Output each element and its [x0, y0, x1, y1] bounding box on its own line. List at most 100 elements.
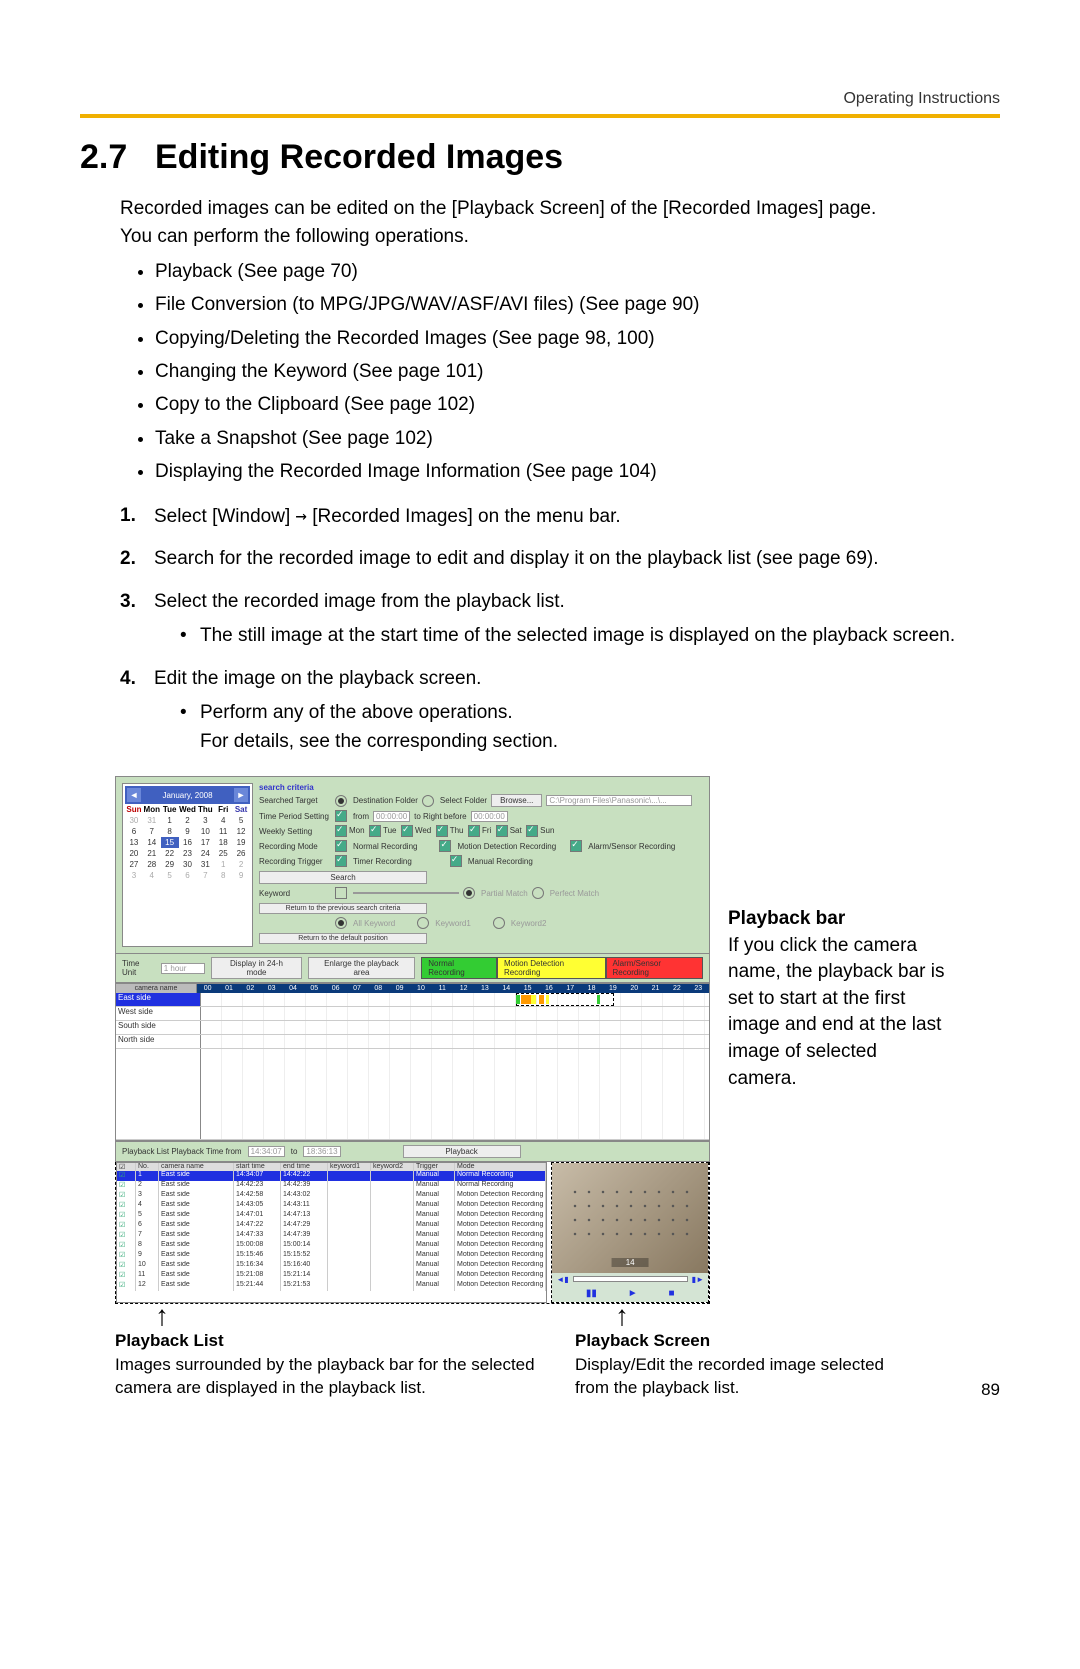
col-check[interactable]: ☑ — [117, 1163, 136, 1171]
radio-dest-folder[interactable] — [335, 795, 347, 807]
operation-item: Copying/Deleting the Recorded Images (Se… — [155, 323, 1000, 354]
table-row[interactable]: ☑12East side15:21:4415:21:53ManualMotion… — [117, 1281, 546, 1291]
operation-item: File Conversion (to MPG/JPG/WAV/ASF/AVI … — [155, 289, 1000, 320]
playback-controls[interactable]: ▮▮ ► ■ — [552, 1285, 708, 1302]
mode-alarm-check[interactable] — [570, 840, 582, 852]
trigger-timer-check[interactable] — [335, 855, 347, 867]
table-row[interactable]: ☑8East side15:00:0815:00:14ManualMotion … — [117, 1241, 546, 1251]
timeline-row[interactable]: West side — [116, 1007, 709, 1021]
return-prev-button[interactable]: Return to the previous search criteria — [259, 903, 427, 914]
page-number: 89 — [981, 1380, 1000, 1400]
time-unit-select[interactable]: 1 hour — [161, 963, 206, 974]
stop-icon[interactable]: ■ — [669, 1288, 675, 1299]
table-row[interactable]: ☑1East side14:34:0714:42:22ManualNormal … — [117, 1171, 546, 1181]
timeline-row[interactable]: South side — [116, 1021, 709, 1035]
cal-title: January, 2008 — [162, 791, 212, 800]
intro-2: You can perform the following operations… — [120, 223, 1000, 251]
arrow-up-icon: ↑ — [615, 1308, 915, 1325]
day-check[interactable] — [468, 825, 480, 837]
day-check[interactable] — [496, 825, 508, 837]
steps: 1.Select [Window] → [Recorded Images] on… — [120, 502, 1000, 757]
col-kw2: keyword2 — [371, 1163, 414, 1171]
playback-screen: 14 ◄▮▮► ▮▮ ► ■ — [551, 1162, 709, 1303]
pb-from[interactable]: 14:34:07 — [248, 1146, 285, 1157]
heading-title: Editing Recorded Images — [155, 138, 563, 176]
keyword-check[interactable] — [335, 887, 347, 899]
legend-alarm: Alarm/Sensor Recording — [606, 957, 703, 979]
table-row[interactable]: ☑11East side15:21:0815:21:14ManualMotion… — [117, 1271, 546, 1281]
play-icon[interactable]: ► — [628, 1288, 638, 1299]
mode-motion-check[interactable] — [439, 840, 451, 852]
day-check[interactable] — [436, 825, 448, 837]
playback-list-label: Playback List Playback Time from — [122, 1147, 242, 1156]
playback-button[interactable]: Playback — [403, 1145, 521, 1158]
day-check[interactable] — [526, 825, 538, 837]
operation-item: Take a Snapshot (See page 102) — [155, 423, 1000, 454]
weekly-label: Weekly Setting — [259, 827, 331, 836]
trigger-manual-check[interactable] — [450, 855, 462, 867]
playback-list: ☑ No. camera name start time end time ke… — [116, 1162, 547, 1303]
search-criteria: search criteria Searched Target Destinat… — [259, 783, 703, 947]
return-default-button[interactable]: Return to the default position — [259, 933, 427, 944]
table-row[interactable]: ☑3East side14:42:5814:43:02ManualMotion … — [117, 1191, 546, 1201]
side-body: If you click the camera name, the playba… — [728, 935, 945, 1089]
operations-list: Playback (See page 70)File Conversion (t… — [120, 256, 1000, 487]
timeline: camera name 0001020304050607080910111213… — [115, 983, 710, 1141]
legend: Normal Recording Motion Detection Record… — [421, 957, 703, 979]
table-row[interactable]: ☑6East side14:47:2214:47:29ManualMotion … — [117, 1221, 546, 1231]
perfect-match-radio[interactable] — [532, 887, 544, 899]
col-no: No. — [136, 1163, 159, 1171]
operation-item: Displaying the Recorded Image Informatio… — [155, 456, 1000, 487]
pb-to[interactable]: 18:36:13 — [303, 1146, 340, 1157]
time-to[interactable]: 00:00:00 — [471, 811, 508, 822]
col-kw1: keyword1 — [328, 1163, 371, 1171]
step: 4.Edit the image on the playback screen.… — [120, 665, 1000, 757]
table-row[interactable]: ☑4East side14:43:0514:43:11ManualMotion … — [117, 1201, 546, 1211]
callout-playback-list: ↑ Playback List Images surrounded by the… — [115, 1308, 535, 1400]
mode-normal-check[interactable] — [335, 840, 347, 852]
table-row[interactable]: ☑10East side15:16:3415:16:40ManualMotion… — [117, 1261, 546, 1271]
search-button[interactable]: Search — [259, 871, 427, 884]
day-check[interactable] — [369, 825, 381, 837]
col-mode: Mode — [455, 1163, 546, 1171]
header-label: Operating Instructions — [80, 90, 1000, 118]
co2-title: Playback Screen — [575, 1331, 710, 1350]
criteria-title: search criteria — [259, 783, 703, 792]
timeline-row[interactable]: North side — [116, 1035, 709, 1049]
day-check[interactable] — [335, 825, 347, 837]
cal-next-icon[interactable]: ► — [234, 788, 248, 802]
browse-button[interactable]: Browse... — [491, 794, 542, 807]
intro-1: Recorded images can be edited on the [Pl… — [120, 195, 1000, 223]
keyword-field[interactable] — [353, 892, 459, 894]
day-check[interactable] — [401, 825, 413, 837]
all-keyword-radio[interactable] — [335, 917, 347, 929]
time-unit-label: Time Unit — [122, 959, 155, 977]
path-field[interactable]: C:\Program Files\Panasonic\...\... — [546, 795, 692, 806]
target-label: Searched Target — [259, 796, 331, 805]
col-camera: camera name — [159, 1163, 234, 1171]
pause-icon[interactable]: ▮▮ — [586, 1288, 597, 1299]
table-row[interactable]: ☑9East side15:15:4615:15:52ManualMotion … — [117, 1251, 546, 1261]
step: 3.Select the recorded image from the pla… — [120, 588, 1000, 651]
operation-item: Playback (See page 70) — [155, 256, 1000, 287]
keyword1-radio[interactable] — [417, 917, 429, 929]
seek-slider[interactable]: ◄▮▮► — [552, 1273, 708, 1285]
display-24h-button[interactable]: Display in 24-h mode — [211, 957, 301, 979]
arrow-up-icon: ↑ — [155, 1308, 535, 1325]
table-row[interactable]: ☑5East side14:47:0114:47:13ManualMotion … — [117, 1211, 546, 1221]
legend-motion: Motion Detection Recording — [497, 957, 606, 979]
keyword2-radio[interactable] — [493, 917, 505, 929]
cal-prev-icon[interactable]: ◄ — [127, 788, 141, 802]
table-row[interactable]: ☑7East side14:47:3314:47:39ManualMotion … — [117, 1231, 546, 1241]
enlarge-button[interactable]: Enlarge the playback area — [308, 957, 416, 979]
radio-select-folder[interactable] — [422, 795, 434, 807]
timeline-row[interactable]: East side — [116, 993, 709, 1007]
time-from[interactable]: 00:00:00 — [373, 811, 410, 822]
table-row[interactable]: ☑2East side14:42:2314:42:39ManualNormal … — [117, 1181, 546, 1191]
partial-match-radio[interactable] — [463, 887, 475, 899]
trigger-label: Recording Trigger — [259, 857, 331, 866]
period-from-check[interactable] — [335, 810, 347, 822]
calendar[interactable]: ◄ January, 2008 ► SunMonTueWedThuFriSat3… — [122, 783, 253, 947]
co1-body: Images surrounded by the playback bar fo… — [115, 1355, 535, 1398]
operation-item: Changing the Keyword (See page 101) — [155, 356, 1000, 387]
